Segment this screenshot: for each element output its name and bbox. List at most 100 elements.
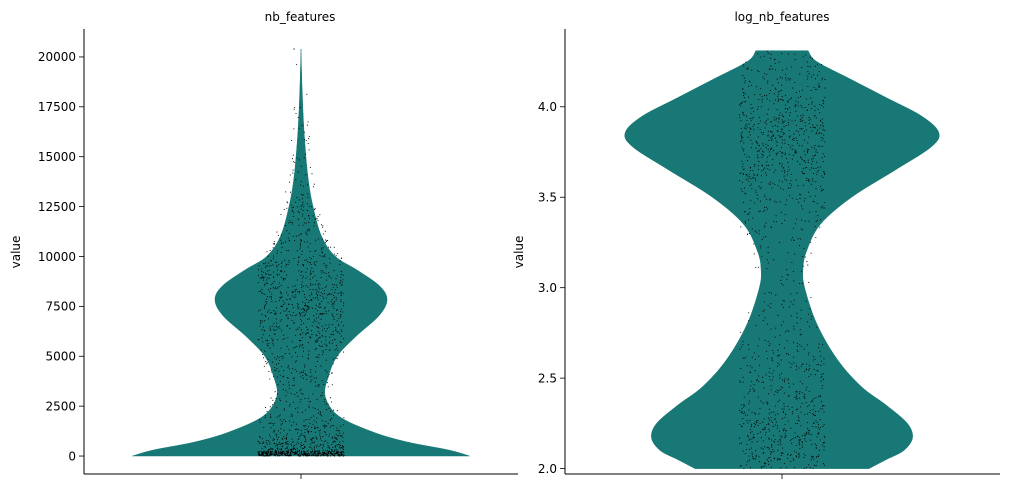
data-point bbox=[777, 185, 779, 187]
data-point bbox=[272, 404, 274, 406]
data-point bbox=[276, 287, 278, 290]
data-point bbox=[319, 429, 321, 431]
data-point bbox=[307, 426, 309, 428]
data-point bbox=[290, 298, 292, 300]
data-point bbox=[340, 293, 342, 295]
data-point bbox=[276, 261, 278, 263]
data-point bbox=[748, 400, 751, 402]
data-point bbox=[307, 328, 309, 330]
data-point bbox=[268, 269, 270, 271]
data-point bbox=[751, 441, 753, 443]
data-point bbox=[812, 200, 814, 202]
data-point bbox=[810, 252, 812, 254]
data-point bbox=[794, 150, 797, 152]
data-point bbox=[291, 221, 293, 223]
data-point bbox=[330, 334, 332, 336]
data-point bbox=[790, 293, 792, 295]
data-point bbox=[326, 265, 328, 267]
data-point bbox=[335, 327, 337, 329]
data-point bbox=[279, 359, 281, 361]
data-point bbox=[822, 176, 824, 179]
data-point bbox=[758, 230, 760, 232]
data-point bbox=[779, 136, 781, 138]
data-point bbox=[336, 452, 338, 454]
data-point bbox=[770, 451, 772, 453]
data-point bbox=[757, 165, 759, 167]
data-point bbox=[785, 125, 787, 127]
data-point bbox=[760, 247, 762, 249]
data-point bbox=[767, 135, 769, 137]
data-point bbox=[336, 450, 338, 452]
y-tick-label: 2500 bbox=[45, 399, 76, 413]
data-point bbox=[299, 313, 301, 315]
data-point bbox=[810, 459, 812, 461]
data-point bbox=[742, 150, 744, 152]
data-point bbox=[289, 314, 291, 316]
data-point bbox=[293, 322, 295, 324]
data-point bbox=[744, 93, 746, 95]
data-point bbox=[286, 207, 288, 209]
data-point bbox=[321, 420, 323, 422]
data-point bbox=[792, 383, 794, 385]
data-point bbox=[342, 455, 344, 457]
data-point bbox=[771, 148, 773, 150]
data-point bbox=[743, 467, 745, 469]
data-point bbox=[747, 461, 749, 463]
data-point bbox=[800, 96, 802, 98]
data-point bbox=[797, 453, 799, 455]
data-point bbox=[275, 300, 277, 303]
data-point bbox=[313, 319, 315, 321]
data-point bbox=[283, 451, 285, 453]
data-point bbox=[273, 422, 275, 424]
data-point bbox=[306, 124, 308, 126]
data-point bbox=[743, 201, 745, 203]
data-point bbox=[314, 408, 316, 410]
data-point bbox=[779, 112, 781, 114]
data-point bbox=[297, 117, 299, 119]
data-point bbox=[321, 394, 323, 397]
data-point bbox=[745, 448, 747, 450]
data-point bbox=[303, 454, 305, 456]
data-point bbox=[321, 238, 323, 240]
data-point bbox=[329, 426, 332, 428]
data-point bbox=[756, 378, 758, 380]
data-point bbox=[763, 451, 765, 454]
data-point bbox=[781, 436, 783, 438]
data-point bbox=[766, 357, 769, 359]
data-point bbox=[342, 436, 344, 439]
data-point bbox=[304, 305, 306, 307]
data-point bbox=[799, 282, 801, 285]
data-point bbox=[341, 435, 343, 437]
data-point bbox=[764, 224, 766, 227]
data-point bbox=[312, 284, 314, 286]
data-point bbox=[770, 121, 772, 123]
data-point bbox=[294, 346, 296, 348]
data-point bbox=[742, 92, 744, 94]
data-point bbox=[777, 314, 779, 316]
data-point bbox=[780, 444, 782, 446]
data-point bbox=[308, 350, 310, 352]
data-point bbox=[808, 464, 810, 466]
data-point bbox=[314, 264, 317, 266]
data-point bbox=[288, 259, 290, 262]
data-point bbox=[803, 396, 805, 398]
data-point bbox=[332, 363, 334, 365]
data-point bbox=[332, 334, 335, 336]
data-point bbox=[797, 201, 800, 203]
data-point bbox=[257, 338, 259, 341]
data-point bbox=[315, 304, 317, 306]
data-point bbox=[815, 236, 817, 239]
data-point bbox=[331, 313, 333, 315]
data-point bbox=[300, 286, 303, 289]
data-point bbox=[290, 204, 292, 206]
data-point bbox=[822, 137, 824, 139]
data-point bbox=[290, 452, 292, 455]
data-point bbox=[298, 212, 300, 214]
data-point bbox=[757, 396, 759, 398]
data-point bbox=[325, 297, 327, 299]
data-point bbox=[774, 99, 776, 101]
data-point bbox=[780, 435, 782, 437]
data-point bbox=[760, 175, 763, 177]
data-point bbox=[822, 99, 824, 101]
